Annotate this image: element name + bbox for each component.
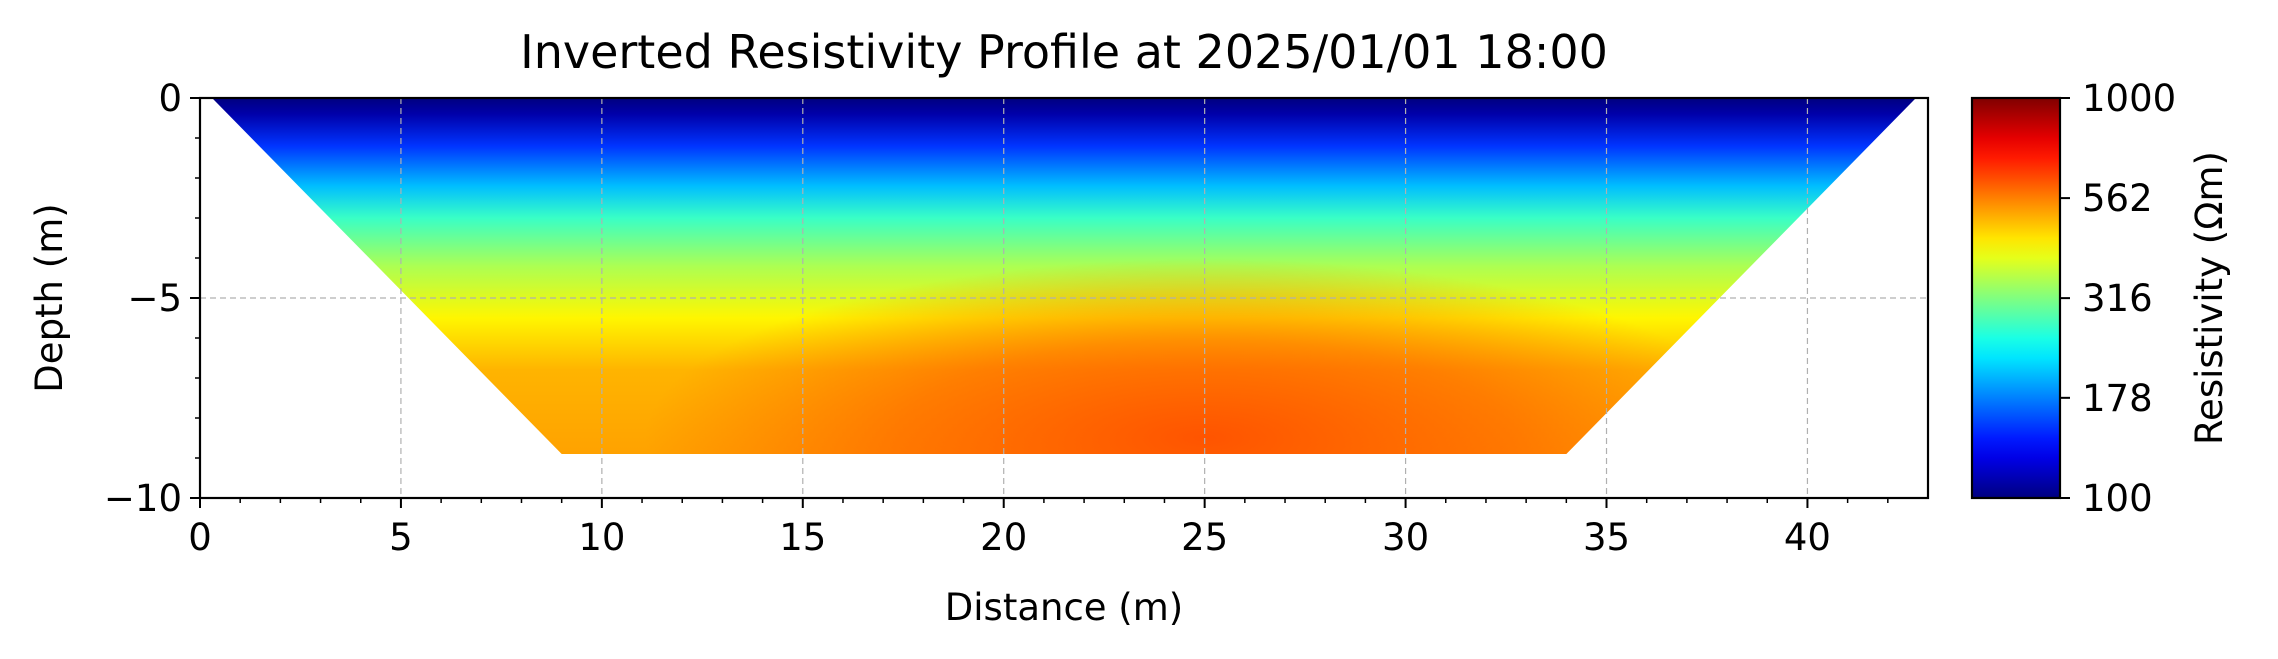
x-tick-label: 40: [1784, 516, 1831, 559]
x-tick-label: 15: [779, 516, 826, 559]
colorbar-tick-label: 178: [2082, 377, 2153, 420]
plot-area: [200, 98, 1928, 498]
x-tick-label: 10: [578, 516, 625, 559]
grid-lines: [200, 98, 1928, 498]
colorbar-ticks: 1000 562 316 178 100: [2060, 77, 2176, 520]
y-axis-label: Depth (m): [28, 203, 71, 392]
colorbar: [1970, 96, 2062, 500]
x-tick-label: 5: [389, 516, 413, 559]
chart-title: Inverted Resistivity Profile at 2025/01/…: [520, 25, 1608, 79]
resistivity-anomaly: [212, 98, 1916, 454]
y-tick-label: −5: [127, 277, 182, 320]
x-tick-label: 25: [1181, 516, 1228, 559]
x-tick-label: 20: [980, 516, 1027, 559]
colorbar-label: Resistivity (Ωm): [2188, 151, 2231, 445]
y-tick-label: 0: [158, 77, 182, 120]
colorbar-tick-label: 316: [2082, 277, 2153, 320]
x-axis-label: Distance (m): [945, 586, 1183, 629]
colorbar-tick-label: 562: [2082, 177, 2153, 220]
y-tick-label: −10: [104, 477, 182, 520]
colorbar-tick-label: 1000: [2082, 77, 2176, 120]
x-tick-label: 35: [1583, 516, 1630, 559]
colorbar-tick-label: 100: [2082, 477, 2153, 520]
x-tick-label: 30: [1382, 516, 1429, 559]
y-axis-ticks: 0 −5 −10: [104, 77, 200, 520]
x-tick-label: 0: [188, 516, 212, 559]
x-axis-ticks: 0 5 10 15 20 25 30 35 40: [188, 498, 1889, 559]
